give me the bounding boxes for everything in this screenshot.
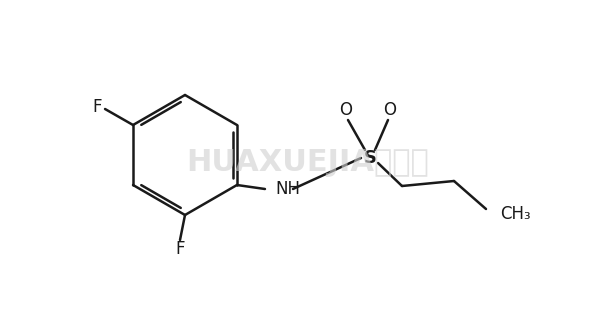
Text: HUAXUEJIA化学加: HUAXUEJIA化学加 bbox=[187, 148, 429, 177]
Text: F: F bbox=[175, 240, 185, 258]
Text: CH₃: CH₃ bbox=[500, 205, 530, 223]
Text: O: O bbox=[339, 101, 352, 119]
Text: O: O bbox=[384, 101, 397, 119]
Text: F: F bbox=[92, 98, 102, 116]
Text: NH: NH bbox=[275, 180, 300, 198]
Text: S: S bbox=[363, 149, 376, 167]
